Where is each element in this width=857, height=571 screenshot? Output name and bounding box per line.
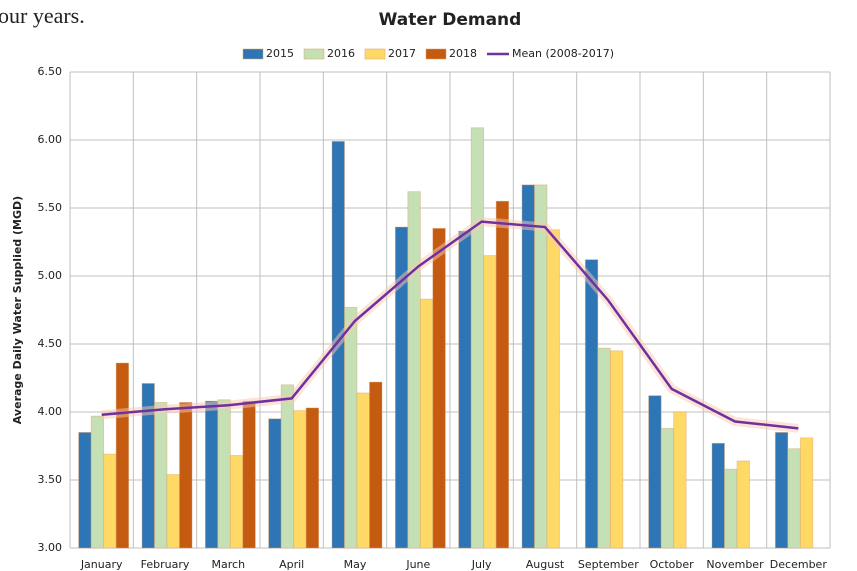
bar — [799, 437, 814, 549]
bar — [344, 306, 358, 549]
bar — [660, 427, 675, 549]
bar — [356, 392, 370, 549]
bar — [293, 410, 307, 549]
legend-swatch — [425, 48, 447, 60]
text-fragment: our years. — [0, 3, 85, 28]
bar — [534, 184, 548, 549]
bar — [242, 400, 256, 549]
bar — [648, 395, 662, 549]
bar — [305, 407, 320, 549]
x-tick-label: July — [471, 558, 492, 571]
bar — [90, 415, 105, 549]
x-tick-label: October — [650, 558, 694, 571]
legend-label: Mean (2008-2017) — [512, 47, 614, 60]
bar — [774, 431, 789, 549]
bar — [78, 431, 92, 549]
bar — [673, 411, 687, 549]
bar — [597, 347, 611, 549]
chart-title: Water Demand — [379, 10, 522, 30]
x-tick-label: November — [706, 558, 764, 571]
y-tick-label: 4.50 — [38, 337, 63, 350]
bar — [787, 448, 801, 549]
x-tick-label: August — [526, 558, 565, 571]
bar — [179, 402, 193, 549]
bar — [154, 402, 168, 549]
y-tick-label: 6.00 — [38, 133, 63, 146]
bar — [204, 400, 219, 549]
bar — [711, 442, 725, 549]
x-tick-label: June — [405, 558, 430, 571]
bar — [458, 230, 472, 549]
bar — [115, 362, 130, 549]
bar — [483, 255, 497, 549]
legend-label: 2017 — [388, 47, 416, 60]
y-tick-label: 3.50 — [38, 473, 63, 486]
y-tick-label: 5.00 — [38, 269, 63, 282]
x-tick-label: September — [578, 558, 639, 571]
mean-line — [101, 220, 799, 430]
legend-swatch — [364, 48, 386, 60]
bar — [609, 350, 624, 549]
bar — [268, 418, 282, 549]
bar — [432, 227, 446, 549]
x-tick-label: April — [279, 558, 304, 571]
bar — [736, 460, 750, 549]
bar — [419, 298, 434, 549]
legend-swatch — [242, 48, 264, 60]
x-tick-label: May — [344, 558, 367, 571]
bar — [217, 399, 231, 549]
bar — [229, 455, 244, 549]
x-tick-label: March — [212, 558, 246, 571]
bar — [724, 468, 738, 549]
bar — [369, 381, 383, 549]
bar — [103, 453, 117, 549]
y-tick-label: 3.00 — [38, 541, 63, 554]
legend-label: 2018 — [449, 47, 477, 60]
bar — [166, 474, 180, 549]
bar — [470, 127, 485, 549]
y-axis-label: Average Daily Water Supplied (MGD) — [11, 196, 24, 424]
bar — [280, 384, 295, 549]
bar — [407, 191, 421, 549]
x-tick-label: January — [80, 558, 123, 571]
x-tick-label: December — [770, 558, 828, 571]
y-tick-label: 5.50 — [38, 201, 63, 214]
bar — [584, 259, 599, 549]
bar — [521, 184, 535, 549]
legend-swatch — [303, 48, 325, 60]
y-tick-label: 6.50 — [38, 65, 63, 78]
legend-label: 2016 — [327, 47, 355, 60]
y-tick-label: 4.00 — [38, 405, 63, 418]
bar — [495, 200, 510, 549]
x-tick-label: February — [141, 558, 190, 571]
legend-label: 2015 — [266, 47, 294, 60]
bar — [546, 229, 560, 549]
